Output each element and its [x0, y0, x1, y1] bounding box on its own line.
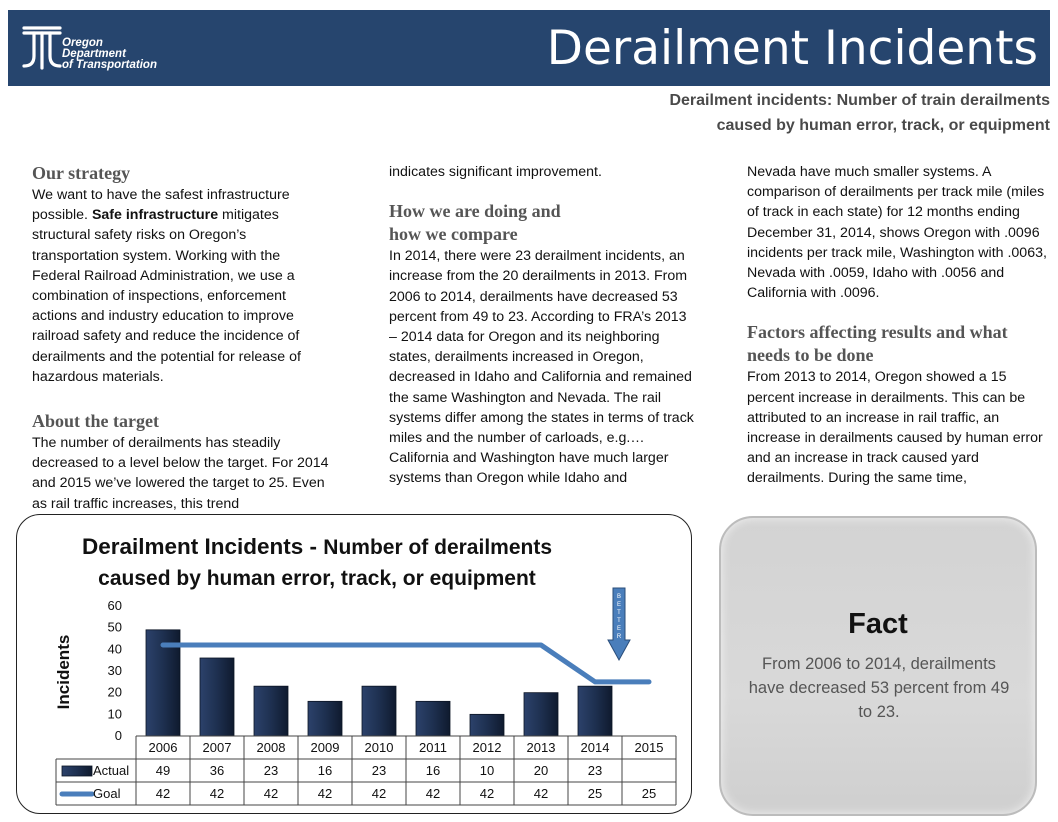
org-line-1: Oregon — [62, 37, 103, 49]
target-text: The number of derailments has steadily d… — [32, 435, 329, 512]
strategy-text-b: mitigates structural safety risks on Ore… — [32, 207, 301, 385]
doing-heading: How we are doing and how we compare — [389, 200, 695, 246]
y-axis-label: Incidents — [54, 634, 73, 710]
fact-box: Fact From 2006 to 2014, derailments have… — [719, 516, 1037, 816]
strategy-text: We want to have the safest infrastructur… — [32, 185, 332, 387]
fact-title: Fact — [848, 608, 908, 640]
column-2: indicates significant improvement. How w… — [389, 162, 695, 512]
chart-title: Derailment Incidents - Number of derailm… — [17, 531, 617, 594]
chart-title-sub2: caused by human error, track, or equipme… — [98, 567, 536, 590]
page-subtitle: Derailment incidents: Number of train de… — [450, 88, 1050, 138]
org-name: Oregon Department of Transportation — [62, 37, 157, 71]
chart-title-sub: Number of derailments — [323, 536, 553, 559]
subtitle-line-2: caused by human error, track, or equipme… — [716, 117, 1050, 134]
odot-logo — [22, 26, 62, 70]
strategy-heading: Our strategy — [32, 163, 131, 183]
fact-body: From 2006 to 2014, derailments have decr… — [748, 655, 1010, 721]
chart-title-dash: - — [303, 534, 324, 559]
doing-heading-line-1: How we are doing and — [389, 201, 561, 222]
column-1: Our strategy We want to have the safest … — [32, 162, 332, 512]
col3-continuation: Nevada have much smaller systems. A comp… — [747, 164, 1047, 302]
strategy-text-a: We want to have the safest infrastructur… — [32, 187, 290, 224]
doing-text: In 2014, there were 23 derailment incide… — [389, 248, 694, 487]
col2-continuation: indicates significant improvement. — [389, 164, 602, 180]
page-title: Derailment Incidents — [546, 21, 1038, 76]
org-line-3: of Transportation — [62, 59, 157, 71]
header-banner: Oregon Department of Transportation Dera… — [8, 10, 1050, 86]
factors-text: From 2013 to 2014, Oregon showed a 15 pe… — [747, 369, 1043, 487]
doing-heading-line-2: how we compare — [389, 224, 518, 245]
factors-heading: Factors affecting results and what needs… — [747, 322, 1008, 366]
strategy-bold: Safe infrastructure — [91, 207, 219, 224]
target-heading: About the target — [32, 411, 159, 432]
chart-panel: Derailment Incidents - Number of derailm… — [16, 514, 692, 814]
org-line-2: Department — [62, 48, 126, 60]
subtitle-line-1: Derailment incidents: Number of train de… — [669, 92, 1050, 109]
chart-title-main: Derailment Incidents — [81, 534, 304, 559]
column-3: Nevada have much smaller systems. A comp… — [747, 162, 1047, 512]
